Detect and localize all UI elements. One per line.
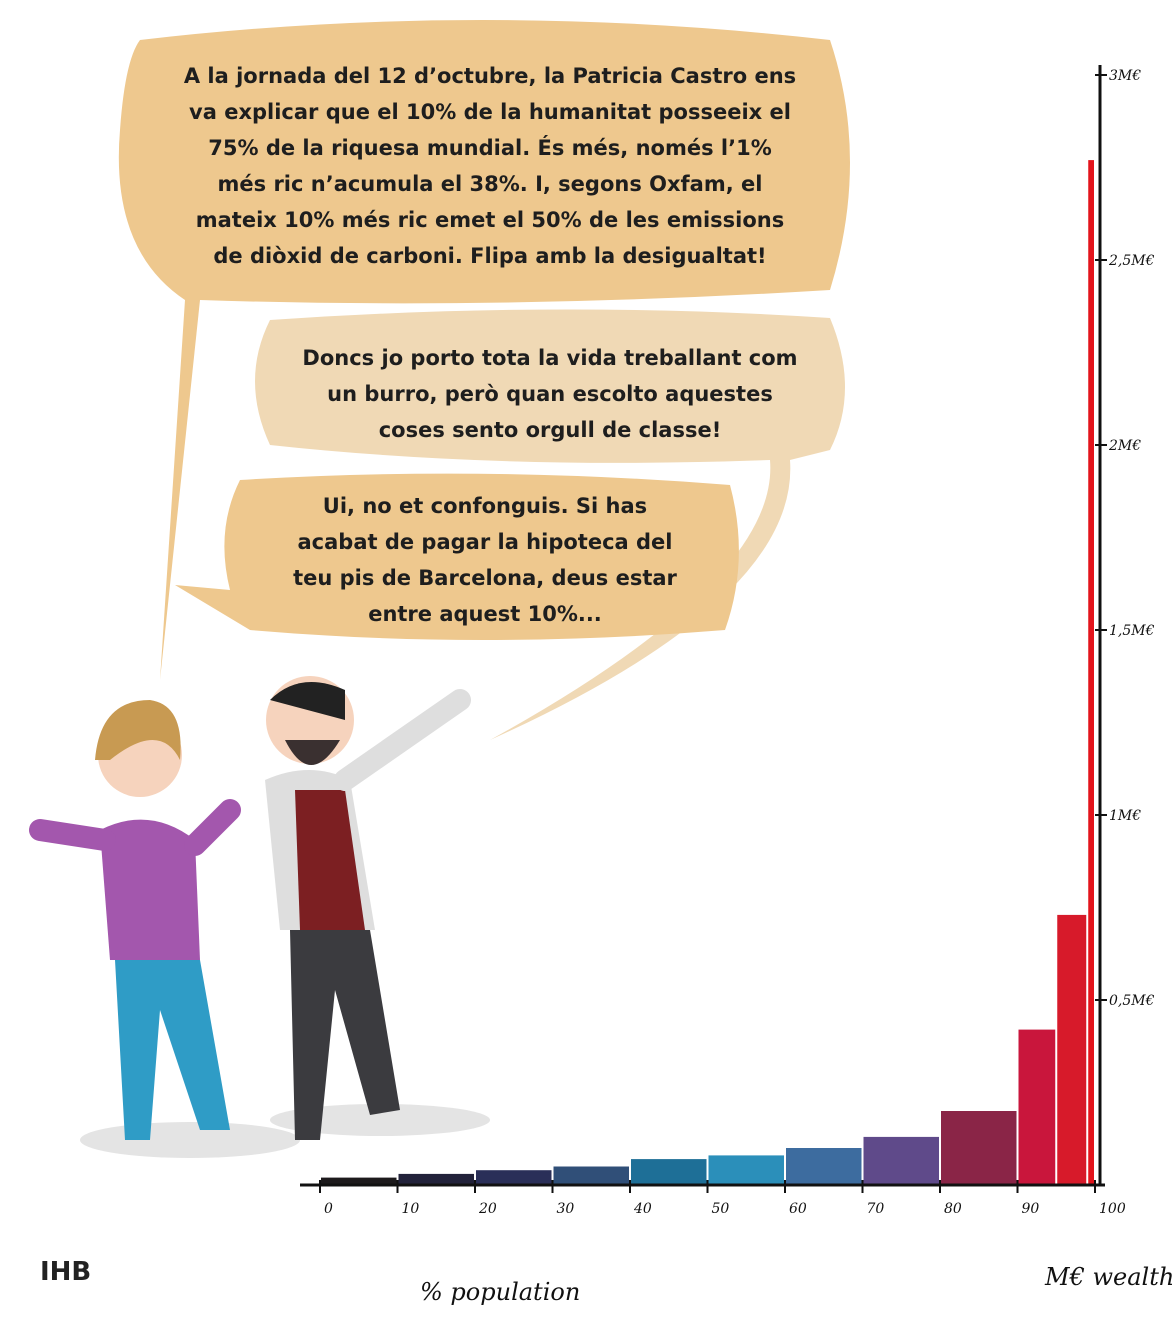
bubble-line: de diòxid de carboni. Flipa amb la desig… xyxy=(140,238,840,274)
bubble-line: mateix 10% més ric emet el 50% de les em… xyxy=(140,202,840,238)
y-tick-label: 0,5M€ xyxy=(1109,993,1155,1009)
x-tick-label: 80 xyxy=(944,1201,962,1217)
bubble-line: teu pis de Barcelona, deus estar xyxy=(240,560,730,596)
bubble-line: coses sento orgull de classe! xyxy=(270,412,830,448)
character-man xyxy=(265,676,490,1140)
page: IHB % population M€ wealth 0 10 20 30 40 50 60… xyxy=(0,0,1172,1323)
x-tick-label: 100 xyxy=(1099,1201,1126,1217)
speech-bubble: A la jornada del 12 d’octubre, la Patric… xyxy=(140,58,840,274)
x-tick-label: 90 xyxy=(1022,1201,1040,1217)
x-tick-label: 50 xyxy=(712,1201,730,1217)
y-tick-label: 1M€ xyxy=(1109,808,1141,824)
bubble-line: Ui, no et confonguis. Si has xyxy=(240,488,730,524)
x-tick-label: 20 xyxy=(478,1201,497,1217)
bar xyxy=(786,1148,862,1185)
bubble-line: va explicar que el 10% de la humanitat p… xyxy=(140,94,840,130)
bubble-line: acabat de pagar la hipoteca del xyxy=(240,524,730,560)
bubble-line: 75% de la riquesa mundial. És més, només… xyxy=(140,130,840,166)
bar xyxy=(476,1170,552,1185)
signature: IHB xyxy=(40,1257,91,1287)
y-axis-label: M€ wealth xyxy=(1044,1263,1172,1291)
bar xyxy=(554,1167,630,1186)
bubble-line: A la jornada del 12 d’octubre, la Patric… xyxy=(140,58,840,94)
x-tick-label: 0 xyxy=(324,1201,333,1217)
bar xyxy=(709,1155,785,1185)
x-tick-label: 40 xyxy=(633,1201,652,1217)
speech-bubble: Doncs jo porto tota la vida treballant c… xyxy=(270,340,830,448)
bar xyxy=(399,1174,475,1185)
character-woman xyxy=(40,700,300,1158)
y-tick-label: 1,5M€ xyxy=(1109,623,1155,639)
bubble-line: un burro, però quan escolto aquestes xyxy=(270,376,830,412)
y-tick-label: 3M€ xyxy=(1109,68,1141,84)
x-tick-label: 30 xyxy=(557,1201,575,1217)
bubble-line: més ric n’acumula el 38%. I, segons Oxfa… xyxy=(140,166,840,202)
x-tick-label: 60 xyxy=(789,1201,807,1217)
x-axis-label: % population xyxy=(420,1278,580,1306)
bar xyxy=(1057,915,1086,1185)
x-tick-label: 70 xyxy=(867,1201,885,1217)
bubble-line: entre aquest 10%... xyxy=(240,596,730,632)
y-tick-label: 2,5M€ xyxy=(1108,253,1155,269)
bar xyxy=(1019,1030,1056,1185)
bar xyxy=(941,1111,1017,1185)
bubble-line: Doncs jo porto tota la vida treballant c… xyxy=(270,340,830,376)
bar xyxy=(864,1137,940,1185)
bar xyxy=(1088,160,1094,1185)
y-tick-label: 2M€ xyxy=(1108,438,1141,454)
bar xyxy=(631,1159,707,1185)
x-tick-label: 10 xyxy=(402,1201,420,1217)
